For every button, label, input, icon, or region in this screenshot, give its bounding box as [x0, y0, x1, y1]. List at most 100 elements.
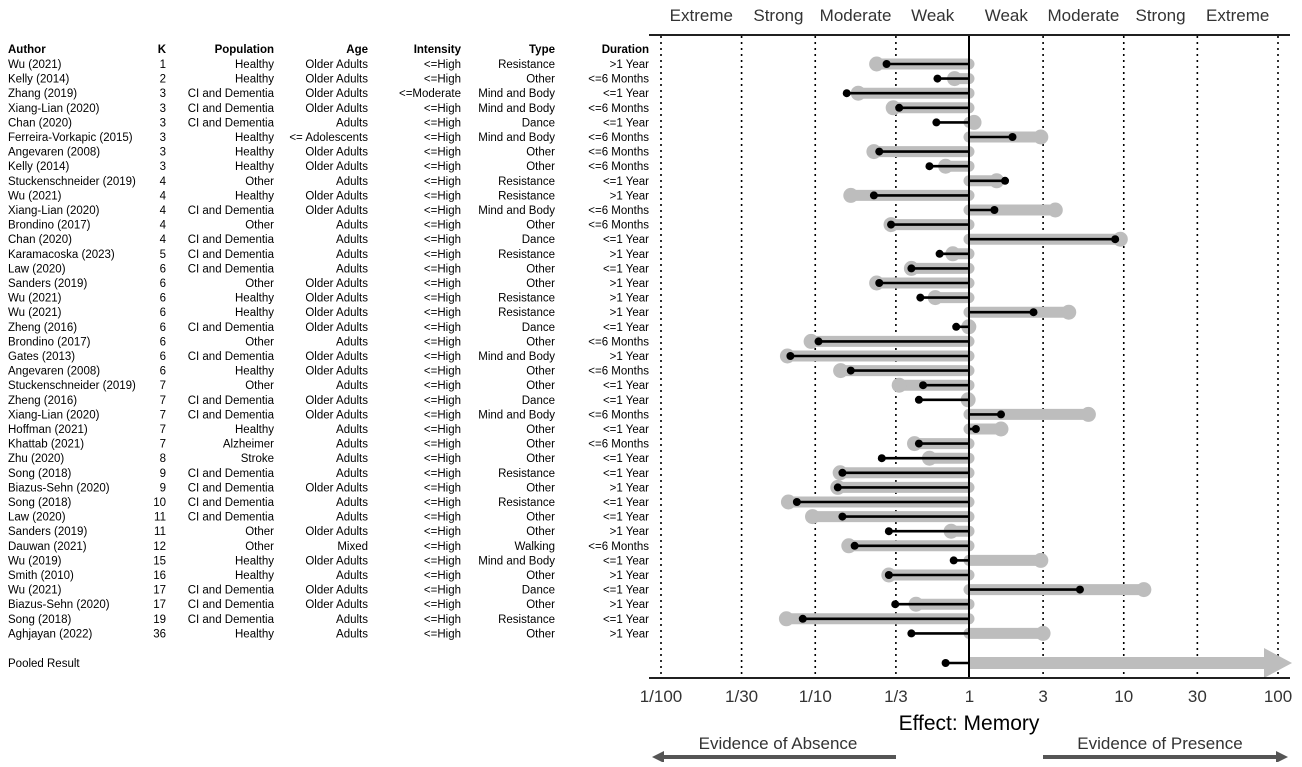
black-effect-point — [884, 571, 893, 579]
cell-type: Other — [526, 628, 555, 640]
cell-intensity: <=High — [424, 59, 461, 71]
cell-population: CI and Dementia — [188, 88, 275, 100]
cell-k: 3 — [160, 147, 166, 159]
band-label: Strong — [753, 6, 803, 25]
cell-intensity: <=High — [424, 526, 461, 538]
cell-type: Mind and Body — [478, 555, 555, 567]
x-tick-label: 3 — [1038, 687, 1047, 706]
black-effect-point — [907, 629, 916, 638]
cell-author: Aghjayan (2022) — [8, 628, 93, 640]
cell-intensity: <=High — [424, 585, 461, 597]
cell-age: Adults — [336, 439, 368, 451]
cell-age: Adults — [336, 512, 368, 524]
cell-author: Song (2018) — [8, 468, 71, 480]
cell-age: Older Adults — [305, 351, 368, 363]
cell-k: 6 — [160, 263, 166, 275]
black-effect-point — [914, 439, 923, 448]
cell-intensity: <=High — [424, 366, 461, 378]
cell-population: CI and Dementia — [188, 585, 275, 597]
black-effect-point — [1029, 308, 1038, 317]
black-effect-point — [1008, 133, 1017, 141]
cell-duration: <=1 Year — [603, 263, 649, 275]
cell-age: Older Adults — [305, 161, 368, 173]
gray-effect-point — [780, 494, 796, 510]
cell-population: CI and Dementia — [188, 614, 275, 626]
cell-population: CI and Dementia — [188, 263, 275, 275]
cell-age: Older Adults — [305, 585, 368, 597]
gray-effect-point — [993, 421, 1009, 437]
cell-age: Older Adults — [305, 190, 368, 202]
cell-duration: <=1 Year — [603, 176, 649, 188]
cell-type: Mind and Body — [478, 205, 555, 217]
black-effect-point — [933, 74, 942, 83]
cell-type: Resistance — [498, 59, 555, 71]
cell-duration: <=1 Year — [603, 614, 649, 626]
cell-intensity: <=High — [424, 453, 461, 465]
cell-k: 6 — [160, 322, 166, 334]
cell-duration: <=6 Months — [588, 205, 649, 217]
cell-type: Other — [526, 599, 555, 611]
cell-age: Older Adults — [305, 409, 368, 421]
cell-author: Sanders (2019) — [8, 526, 87, 538]
cell-author: Dauwan (2021) — [8, 541, 87, 553]
cell-k: 6 — [160, 278, 166, 290]
cell-population: CI and Dementia — [188, 322, 275, 334]
cell-type: Other — [526, 439, 555, 451]
black-effect-point — [792, 498, 801, 506]
cell-duration: <=6 Months — [588, 74, 649, 86]
cell-duration: <=1 Year — [603, 234, 649, 246]
cell-author: Gates (2013) — [8, 351, 75, 363]
cell-intensity: <=High — [424, 380, 461, 392]
x-axis-title: Effect: Memory — [899, 712, 1040, 735]
cell-k: 4 — [160, 190, 167, 202]
cell-population: CI and Dementia — [188, 205, 275, 217]
x-tick-label: 1/30 — [725, 687, 758, 706]
cell-duration: <=1 Year — [603, 555, 649, 567]
cell-k: 12 — [153, 541, 166, 553]
x-tick-label: 100 — [1264, 687, 1292, 706]
cell-k: 9 — [160, 482, 166, 494]
cell-population: CI and Dementia — [188, 497, 275, 509]
cell-type: Other — [526, 380, 555, 392]
cell-k: 3 — [160, 88, 166, 100]
cell-population: CI and Dementia — [188, 599, 275, 611]
cell-k: 4 — [160, 234, 167, 246]
cell-author: Xiang-Lian (2020) — [8, 103, 100, 115]
black-effect-point — [916, 293, 925, 302]
black-effect-point — [814, 337, 823, 346]
cell-duration: >1 Year — [610, 59, 650, 71]
cell-duration: >1 Year — [610, 628, 650, 640]
cell-type: Other — [526, 366, 555, 378]
black-effect-point — [1075, 585, 1084, 594]
cell-author: Stuckenschneider (2019) — [8, 176, 136, 188]
cell-intensity: <=High — [424, 278, 461, 290]
cell-age: Adults — [336, 336, 368, 348]
cell-author: Zhang (2019) — [8, 88, 77, 100]
cell-age: Adults — [336, 628, 368, 640]
cell-age: Older Adults — [305, 74, 368, 86]
cell-age: Adults — [336, 176, 368, 188]
cell-type: Resistance — [498, 249, 555, 261]
cell-k: 6 — [160, 366, 166, 378]
column-header-author: Author — [8, 44, 46, 56]
black-effect-point — [996, 410, 1005, 419]
cell-k: 4 — [160, 220, 167, 232]
cell-duration: <=6 Months — [588, 541, 649, 553]
column-header-k: K — [158, 44, 167, 56]
cell-type: Other — [526, 263, 555, 275]
cell-intensity: <=High — [424, 395, 461, 407]
cell-author: Xiang-Lian (2020) — [8, 205, 100, 217]
cell-k: 6 — [160, 351, 166, 363]
cell-intensity: <=High — [424, 74, 461, 86]
cell-age: Adults — [336, 249, 368, 261]
black-effect-point — [884, 527, 893, 536]
cell-population: Other — [245, 526, 274, 538]
cell-author: Angevaren (2008) — [8, 366, 100, 378]
cell-population: Healthy — [235, 628, 274, 640]
cell-type: Resistance — [498, 614, 555, 626]
gray-effect-point — [1136, 582, 1152, 598]
cell-population: Other — [245, 176, 274, 188]
cell-duration: <=1 Year — [603, 512, 649, 524]
black-effect-point — [919, 381, 928, 390]
